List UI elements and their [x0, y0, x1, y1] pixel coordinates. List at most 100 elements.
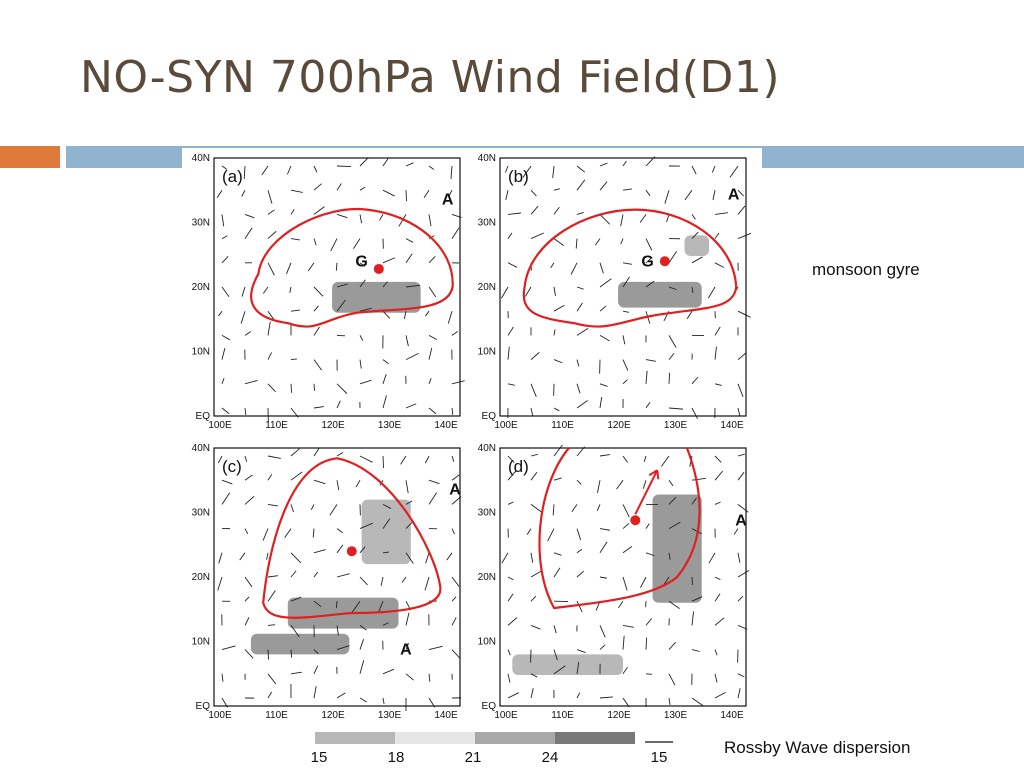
wind-vector — [738, 674, 744, 677]
wind-vector — [669, 353, 674, 359]
wind-vector — [669, 480, 673, 486]
wind-vector — [692, 478, 706, 480]
wind-vector — [313, 529, 314, 538]
x-tick-label: 130E — [664, 710, 688, 720]
wind-vector — [360, 698, 367, 702]
wind-vector — [268, 352, 272, 359]
wind-vector — [600, 306, 606, 311]
ref-vector-label: 15 — [651, 749, 668, 766]
wind-vector — [291, 310, 300, 311]
legend-tick-label: 24 — [542, 749, 559, 766]
wind-vector — [623, 335, 625, 344]
wind-vector — [383, 669, 394, 674]
wind-vector — [618, 601, 623, 608]
wind-vector — [291, 472, 302, 480]
wind-vector — [429, 378, 431, 384]
wind-vector — [531, 504, 542, 512]
x-tick-label: 130E — [378, 420, 402, 431]
wind-vector — [429, 408, 436, 414]
wind-vector — [600, 163, 607, 166]
wind-vector — [268, 231, 276, 238]
wind-vector — [245, 597, 249, 601]
x-tick-label: 120E — [607, 420, 631, 431]
wind-vector — [554, 360, 562, 363]
pressure-marker: A — [735, 512, 747, 529]
wind-vector — [219, 553, 222, 564]
x-tick-label: 120E — [607, 710, 631, 720]
x-tick-label: 120E — [321, 710, 345, 720]
wind-vector — [429, 480, 439, 483]
wind-vector — [360, 577, 368, 585]
wind-vector — [554, 625, 556, 633]
wind-vector — [554, 478, 562, 480]
wind-vector — [554, 568, 560, 577]
legend-swatch — [395, 732, 475, 744]
panel-label: (d) — [508, 457, 529, 476]
wind-vector — [429, 493, 437, 505]
wind-vector — [715, 650, 717, 656]
wind-vector — [314, 287, 323, 296]
wind-vector — [406, 674, 414, 680]
wind-vector — [425, 577, 429, 590]
legend-tick-label: 21 — [465, 749, 482, 766]
wind-vector — [531, 206, 538, 214]
wind-vector — [291, 553, 301, 563]
wind-vector — [595, 239, 600, 246]
pressure-marker: A — [728, 186, 740, 203]
wind-vector — [692, 257, 702, 263]
wind-vector — [738, 596, 743, 601]
wind-vector — [692, 650, 700, 652]
wind-vector — [623, 667, 628, 674]
wind-vector — [600, 384, 608, 387]
wind-vector — [268, 474, 272, 480]
wind-vector — [383, 158, 389, 166]
shaded-region — [512, 654, 623, 675]
y-tick-label: 40N — [478, 443, 496, 454]
wind-vector — [508, 693, 519, 698]
wind-vector — [621, 214, 623, 226]
wind-vector — [263, 529, 268, 541]
y-tick-label: 10N — [192, 637, 210, 648]
wind-vector — [360, 660, 364, 673]
wind-vector — [314, 166, 317, 172]
wind-vector — [531, 454, 538, 456]
wind-vector — [669, 408, 683, 409]
wind-vector — [291, 504, 294, 512]
wind-vector — [360, 335, 363, 340]
wind-vector — [508, 327, 513, 335]
wind-vector — [406, 404, 416, 408]
wind-vector — [360, 456, 373, 462]
gyre-outline — [263, 458, 440, 617]
wind-vector — [508, 233, 512, 239]
y-tick-label: 20N — [192, 572, 210, 583]
wind-vector — [242, 190, 245, 196]
wind-vector — [646, 371, 647, 384]
wind-vector — [577, 601, 582, 612]
wind-vector — [577, 571, 584, 577]
y-tick-label: EQ — [196, 701, 211, 712]
wind-vector — [577, 287, 584, 289]
wind-vector — [268, 504, 278, 506]
y-tick-label: EQ — [196, 411, 211, 422]
wind-vector — [314, 407, 324, 408]
wind-vector — [577, 693, 580, 698]
pressure-marker: A — [400, 641, 412, 658]
wind-vector — [218, 577, 222, 590]
wind-vector — [508, 347, 509, 360]
wind-vector — [426, 553, 429, 563]
wind-vector — [685, 190, 692, 200]
wind-vector — [554, 287, 556, 296]
wind-vector — [665, 190, 669, 203]
wind-vector — [577, 549, 582, 553]
wind-vector — [623, 380, 627, 384]
wind-vector — [337, 166, 351, 167]
wind-vector — [548, 529, 554, 541]
wind-vector — [245, 529, 248, 534]
y-tick-label: 20N — [478, 572, 496, 583]
wind-vector — [577, 166, 585, 172]
wind-vector — [501, 287, 508, 298]
wind-vector — [452, 228, 459, 239]
